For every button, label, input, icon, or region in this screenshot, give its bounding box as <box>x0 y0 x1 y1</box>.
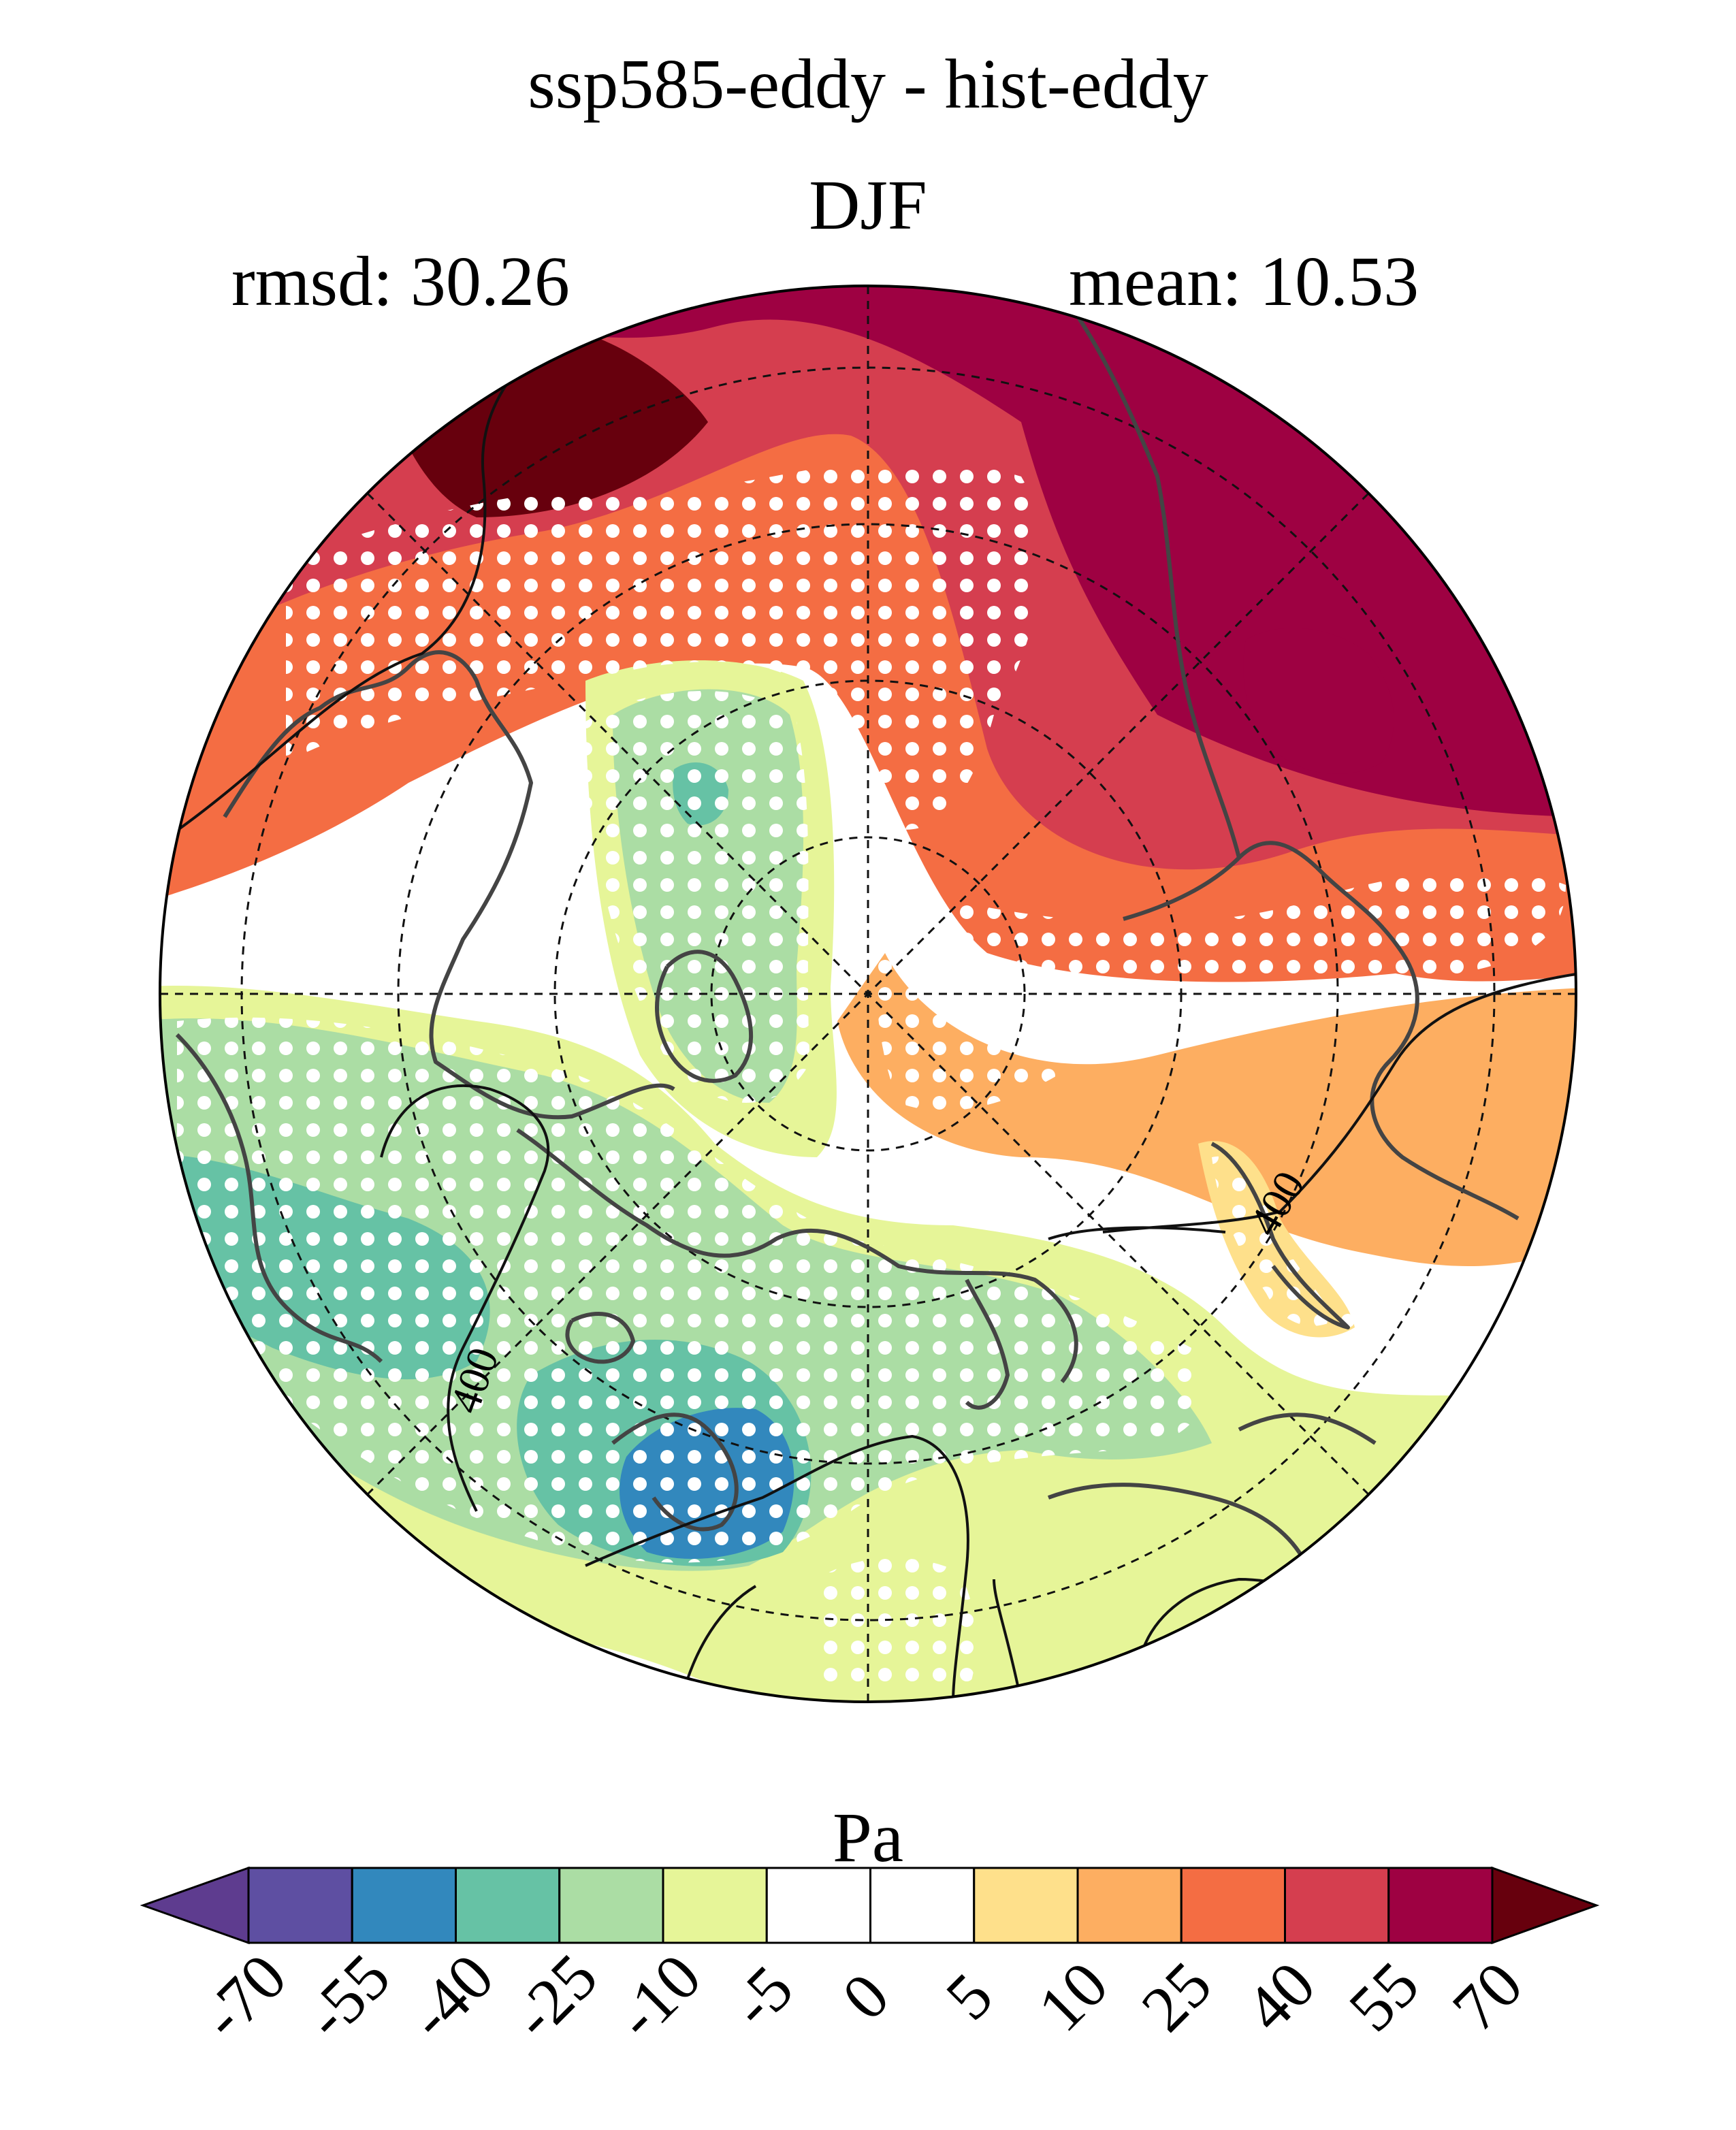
colorbar-tick-label: 25 <box>1127 1948 1225 2046</box>
colorbar-tick-label: -40 <box>394 1940 507 2053</box>
coastline-eurasia-north <box>1123 841 1520 1221</box>
plot-title: ssp585-eddy - hist-eddy <box>528 45 1208 123</box>
colorbar-tick-label: 55 <box>1335 1948 1433 2046</box>
colorbar-box <box>662 1867 768 1944</box>
season-label: DJF <box>809 166 927 244</box>
colorbar-box <box>351 1867 457 1944</box>
coastline-greenland <box>655 950 753 1083</box>
colorbar-box <box>247 1867 353 1944</box>
contour-line-4 <box>585 1434 969 1702</box>
colorbar-tick-label: 70 <box>1438 1948 1537 2046</box>
colorbar-box <box>869 1867 976 1944</box>
latitude-circle-60 <box>397 523 1339 1465</box>
colorbar-high-extend <box>1491 1866 1600 1945</box>
coastline-uk <box>565 1312 635 1364</box>
meridian-ne-sw <box>366 492 1370 1496</box>
colorbar-tick-label: 5 <box>932 1959 1007 2034</box>
map-border <box>159 285 1577 1703</box>
colorbar-box <box>1284 1867 1390 1944</box>
colorbar-tick-label: -5 <box>717 1951 807 2041</box>
colorbar-tick-label: -55 <box>291 1940 404 2053</box>
latitude-circle-80 <box>710 836 1026 1152</box>
coastline-alaska <box>1074 312 1241 858</box>
coastline-europe <box>516 1128 1078 1383</box>
significance-stippling-north <box>286 459 1042 830</box>
significance-stippling-east <box>875 870 1566 1111</box>
contour-line-2 <box>1102 972 1576 1233</box>
coastline-africa <box>1047 1483 1309 1567</box>
contour-line-3 <box>380 1084 550 1512</box>
colorbar-boxes <box>247 1867 1494 1944</box>
colorbar: -70-55-40-25-10 -5 0 5 10 25 40 55 70 <box>140 1866 1600 2053</box>
colorbar-box <box>1180 1867 1286 1944</box>
colorbar-box <box>765 1867 871 1944</box>
colorbar-tick-label: -25 <box>498 1940 611 2053</box>
field-extreme-positive-2 <box>1243 628 1394 774</box>
colorbar-box <box>1387 1867 1494 1944</box>
contour-line-1 <box>176 312 587 832</box>
contour-line-8 <box>1048 1226 1226 1240</box>
coastline-asia-south <box>1238 1413 1377 1445</box>
rmsd-stat: rmsd: 30.26 <box>231 242 570 321</box>
significance-stippling-arm <box>585 691 810 1103</box>
colorbar-tick-label: -10 <box>602 1940 715 2053</box>
contour-line-5 <box>993 1579 1023 1702</box>
significance-stippling-se <box>1334 1281 1468 1375</box>
colorbar-low-extend <box>140 1866 250 1945</box>
colorbar-box <box>558 1867 664 1944</box>
colorbar-box <box>1076 1867 1183 1944</box>
mean-stat: mean: 10.53 <box>1069 242 1419 321</box>
colorbar-tick-label: -70 <box>187 1940 300 2053</box>
coastline-canada-east <box>175 1033 383 1363</box>
colorbar-box <box>455 1867 561 1944</box>
colorbar-tick-label: 0 <box>828 1959 903 2034</box>
significance-stippling-ss <box>817 1558 976 1695</box>
polar-map: 400 400 <box>159 285 1577 1703</box>
graticule <box>160 286 1576 1702</box>
map-field: 400 400 <box>160 286 1576 1702</box>
coastline-scandinavia <box>965 1278 1010 1410</box>
colorbar-box <box>973 1867 1079 1944</box>
colorbar-tick-labels: -70-55-40-25-10 -5 0 5 10 25 40 55 70 <box>187 1940 1537 2053</box>
colorbar-tick-label: 40 <box>1231 1948 1329 2046</box>
colorbar-units: Pa <box>833 1798 903 1877</box>
colorbar-tick-label: 10 <box>1024 1948 1122 2046</box>
coastline-east-asia <box>1210 1142 1350 1329</box>
